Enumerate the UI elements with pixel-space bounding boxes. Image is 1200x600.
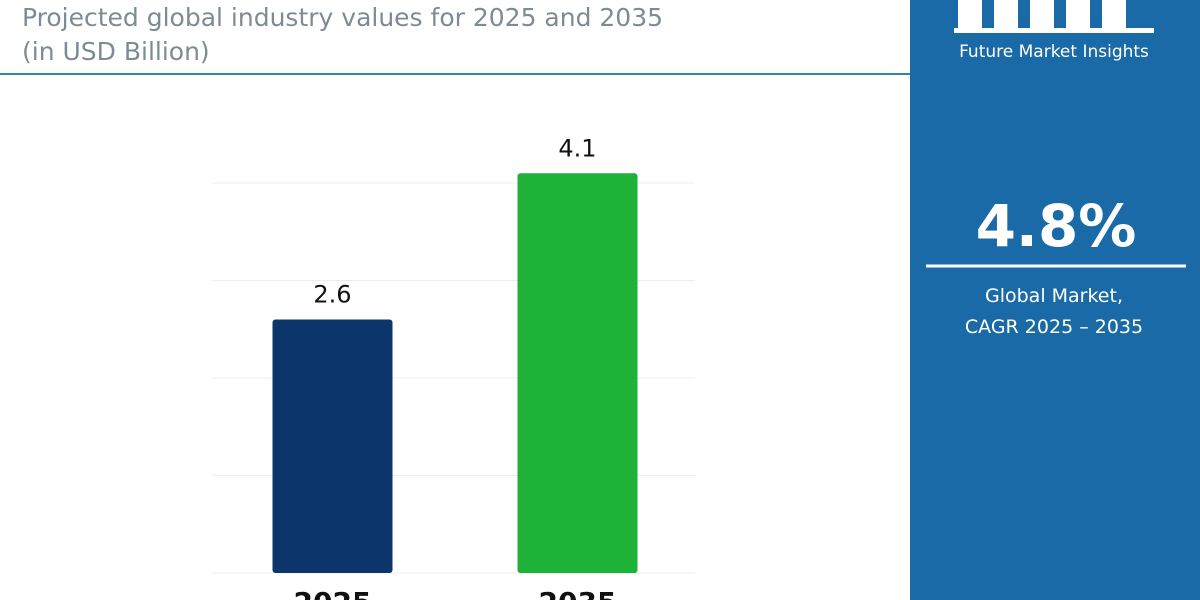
bar	[272, 319, 393, 573]
chart-subtitle: (in USD Billion)	[22, 37, 210, 66]
x-tick-label: 2035	[539, 586, 617, 600]
value-label: 4.1	[558, 134, 596, 162]
brand-logo	[954, 0, 1154, 33]
chart-title: Projected global industry values for 202…	[22, 3, 663, 32]
brand-name: Future Market Insights	[959, 42, 1149, 62]
cagr-label: Global Market,	[985, 285, 1123, 307]
sidebar	[910, 0, 1200, 600]
value-label: 2.6	[313, 281, 351, 309]
cagr-value: 4.8%	[976, 192, 1137, 260]
bar	[517, 173, 638, 573]
x-tick-label: 2025	[294, 586, 372, 600]
cagr-label: CAGR 2025 – 2035	[965, 316, 1143, 338]
